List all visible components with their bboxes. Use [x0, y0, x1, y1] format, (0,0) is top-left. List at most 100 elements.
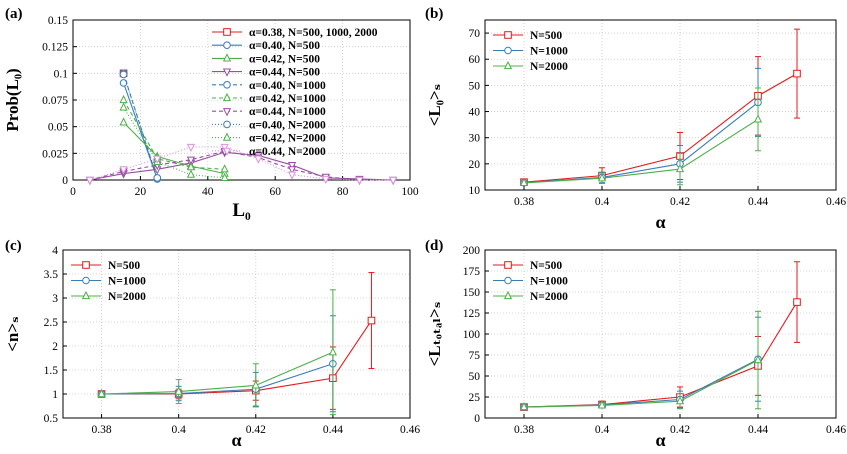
x-axis-label: α — [231, 430, 241, 450]
series-line — [101, 320, 372, 395]
series-2 — [97, 289, 337, 416]
y-tick-label: 3 — [52, 293, 58, 305]
legend-label: N=1000 — [108, 276, 146, 288]
data-point — [287, 166, 297, 175]
legend-marker — [222, 68, 232, 77]
legend-label: α=0.42, N=2000 — [249, 133, 326, 145]
series-1 — [520, 316, 762, 411]
series-line — [89, 146, 394, 181]
y-axis-label: <n>ₛ — [3, 316, 22, 352]
x-tick-label: 0 — [70, 186, 76, 198]
legend-marker — [222, 92, 232, 102]
series-1 — [520, 67, 762, 187]
series-2 — [119, 117, 229, 177]
y-tick-label: 0.075 — [42, 95, 68, 107]
series-line — [523, 358, 759, 408]
legend-marker — [81, 290, 91, 300]
y-tick-label: 0.15 — [48, 15, 68, 27]
legend-marker — [504, 276, 512, 285]
plot-frame — [484, 249, 837, 419]
data-point — [119, 166, 128, 175]
y-tick-label: 100 — [463, 329, 481, 341]
x-tick-label: 40 — [202, 186, 214, 198]
y-tick-label: 10 — [469, 185, 481, 197]
series-8 — [119, 102, 229, 181]
legend-label: N=500 — [530, 260, 562, 272]
chart-panel-d: 0.38 0.4 0.42 0.44 0.46 0 25 50 75 100 125 150 175 20… — [425, 238, 846, 450]
legend: N=500 N=1000 N=2000 — [493, 260, 568, 303]
x-tick-label: 0.38 — [514, 424, 534, 436]
x-tick-label: 0.44 — [748, 424, 768, 436]
legend-label: α=0.44, N=2000 — [249, 146, 326, 158]
data-point — [251, 380, 260, 389]
y-tick-label: 4 — [52, 245, 58, 257]
x-tick-label: 0.42 — [246, 424, 266, 436]
data-point — [186, 156, 196, 165]
legend-marker — [504, 46, 512, 55]
plot-frame — [62, 249, 411, 419]
data-point — [119, 117, 128, 126]
series-line — [123, 73, 158, 180]
data-point — [119, 102, 128, 111]
data-point — [753, 354, 763, 364]
legend-marker — [82, 261, 90, 269]
y-tick-label: 30 — [469, 133, 481, 145]
y-tick-label: 1.5 — [44, 365, 59, 377]
data-point — [119, 70, 128, 79]
data-point — [254, 155, 263, 164]
data-point — [174, 386, 183, 395]
legend-label: N=2000 — [530, 61, 568, 73]
x-tick-label: 60 — [269, 186, 281, 198]
y-tick-label: 0.1 — [54, 68, 69, 80]
x-tick-label: 0.42 — [670, 196, 690, 208]
data-point — [119, 94, 128, 104]
data-point — [287, 171, 297, 180]
x-tick-label: 0.42 — [670, 424, 690, 436]
legend-marker — [503, 60, 513, 70]
legend-marker — [504, 31, 512, 39]
x-tick-label: 0.4 — [595, 196, 610, 208]
y-tick-label: 150 — [463, 287, 481, 299]
y-tick-label: 2 — [52, 341, 58, 353]
plot-frame — [72, 19, 411, 181]
legend: N=500 N=1000 N=2000 — [493, 30, 568, 73]
x-tick-label: 0.46 — [400, 424, 420, 436]
series-line — [123, 74, 158, 179]
data-point — [753, 114, 763, 123]
legend-marker — [223, 81, 231, 89]
data-point — [97, 388, 106, 398]
data-point — [287, 161, 297, 171]
legend-label: α=0.40, N=2000 — [249, 119, 326, 131]
y-tick-label: 0.125 — [42, 42, 68, 54]
y-tick-label: 40 — [469, 107, 481, 119]
y-tick-label: 75 — [469, 350, 481, 362]
data-point — [793, 69, 801, 78]
x-tick-label: 20 — [135, 186, 147, 198]
legend-marker — [222, 108, 232, 117]
data-point — [355, 176, 364, 186]
legend-label: α=0.40, N=500 — [249, 40, 320, 52]
series-line — [123, 107, 225, 179]
y-tick-label: 0 — [62, 175, 68, 187]
data-point — [220, 164, 229, 173]
legend-marker — [504, 261, 512, 269]
series-line — [89, 150, 394, 181]
x-tick-label: 0.46 — [826, 424, 846, 436]
series-2 — [519, 310, 763, 411]
data-point — [220, 143, 229, 153]
legend-label: α=0.42, N=500 — [249, 53, 320, 65]
legend-marker — [503, 290, 513, 300]
x-tick-label: 0.46 — [826, 196, 846, 208]
data-point — [597, 173, 607, 182]
legend-marker — [222, 132, 232, 141]
y-tick-label: 25 — [469, 392, 481, 404]
x-tick-label: 0.44 — [323, 424, 343, 436]
legend-label: α=0.44, N=500 — [249, 67, 320, 79]
y-tick-label: 2.5 — [44, 317, 59, 329]
y-tick-label: 70 — [469, 28, 481, 40]
data-point — [328, 347, 337, 356]
legend-label: N=1000 — [530, 46, 568, 58]
data-point — [675, 396, 685, 405]
